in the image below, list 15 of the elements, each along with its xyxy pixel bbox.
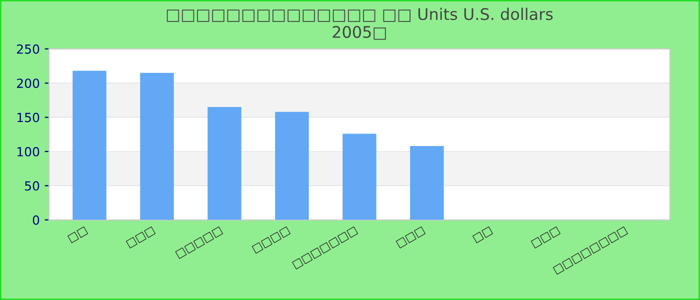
bar (72, 70, 106, 220)
bar (342, 134, 376, 220)
x-tick-label: □□ (67, 226, 88, 244)
y-tick-label: 50 (25, 181, 40, 191)
bar (275, 112, 309, 220)
bar (140, 72, 174, 220)
chart-title: □□□□□□□□□□□□□□ □□ Units U.S. dollars 2005□ (166, 8, 553, 40)
bar (208, 107, 242, 220)
x-tick-label: □□ (472, 226, 494, 244)
y-tick-label: 200 (17, 78, 40, 88)
y-tick-label: 150 (17, 112, 40, 122)
y-tick-label: 250 (17, 44, 40, 54)
bar (410, 146, 444, 220)
y-tick-label: 0 (32, 215, 40, 225)
y-tick-label: 100 (17, 146, 40, 156)
